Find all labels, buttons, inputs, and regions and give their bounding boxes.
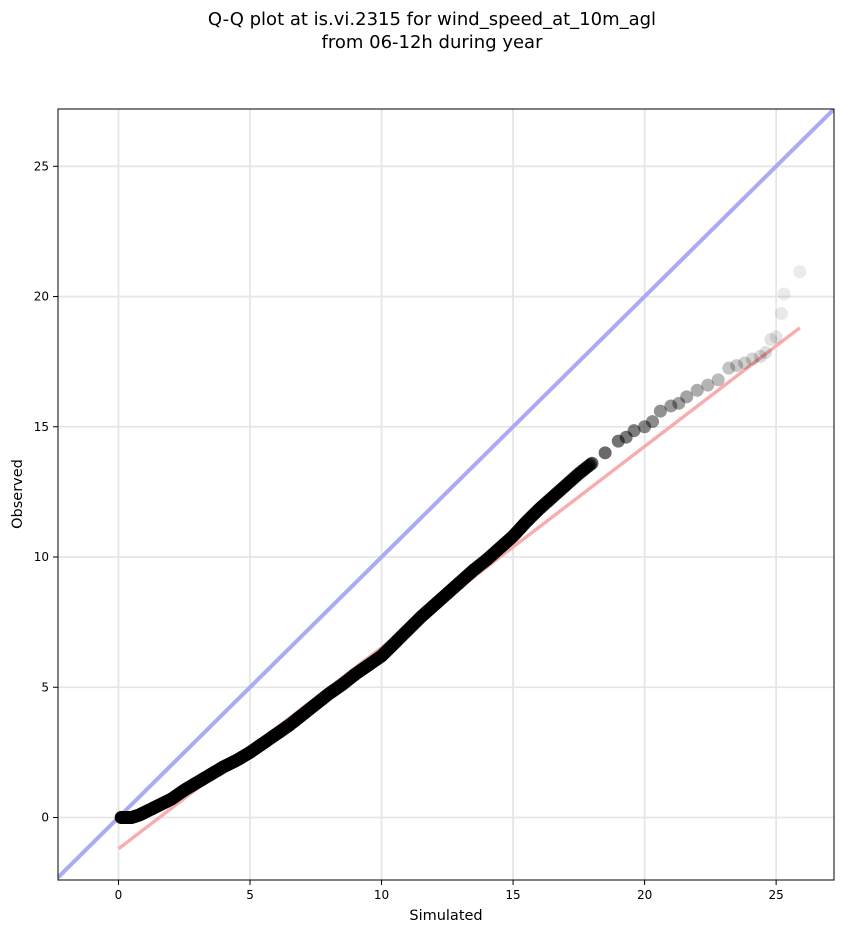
y-axis-ticks: 0 5 10 15 20 25 xyxy=(34,159,58,824)
quantile-point xyxy=(793,265,807,279)
quantile-point xyxy=(777,287,791,301)
x-tick-label: 15 xyxy=(505,888,520,902)
x-axis-label: Simulated xyxy=(409,908,482,924)
quantile-point xyxy=(764,333,778,347)
quantile-point xyxy=(774,306,788,320)
quantile-points xyxy=(114,265,807,824)
chart-title-line-1: Q-Q plot at is.vi.2315 for wind_speed_at… xyxy=(208,9,656,30)
quantile-point xyxy=(759,346,773,360)
y-tick-label: 0 xyxy=(41,810,49,824)
x-tick-label: 5 xyxy=(246,888,254,902)
quantile-point xyxy=(753,349,767,363)
y-tick-label: 15 xyxy=(34,420,49,434)
quantile-point xyxy=(585,456,599,470)
chart-title-line-2: from 06-12h during year xyxy=(322,32,544,53)
quantile-point xyxy=(672,396,686,410)
quantile-point xyxy=(730,359,744,373)
y-tick-label: 5 xyxy=(41,680,49,694)
quantile-point xyxy=(690,383,704,397)
quantile-point xyxy=(664,399,678,413)
y-tick-label: 10 xyxy=(34,550,49,564)
quantile-point xyxy=(638,420,652,434)
quantile-point xyxy=(627,424,641,438)
quantile-point xyxy=(711,373,725,387)
quantile-point xyxy=(598,446,612,460)
y-tick-label: 20 xyxy=(34,290,49,304)
x-tick-label: 10 xyxy=(374,888,389,902)
quantile-point xyxy=(738,356,752,370)
grid-lines xyxy=(58,109,834,880)
x-tick-label: 20 xyxy=(637,888,652,902)
quantile-point xyxy=(722,361,736,375)
y-axis-label: Observed xyxy=(10,459,26,529)
plot-frame xyxy=(57,108,835,881)
x-tick-label: 0 xyxy=(115,888,123,902)
quantile-point xyxy=(745,352,759,366)
quantile-point xyxy=(769,330,783,344)
x-axis-ticks: 0 5 10 15 20 25 xyxy=(115,880,784,902)
quantile-point xyxy=(645,415,659,429)
quantile-point xyxy=(653,404,667,418)
y-tick-label: 25 xyxy=(34,159,49,173)
quantile-point xyxy=(701,378,715,392)
identity-line xyxy=(58,109,834,879)
x-tick-label: 25 xyxy=(768,888,783,902)
quantile-point xyxy=(680,390,694,404)
